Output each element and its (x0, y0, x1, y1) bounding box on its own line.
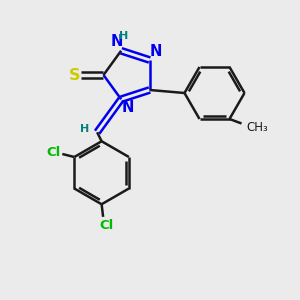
Text: N: N (122, 100, 134, 115)
Text: H: H (119, 31, 128, 41)
Text: Cl: Cl (46, 146, 61, 159)
Text: N: N (149, 44, 162, 59)
Text: CH₃: CH₃ (247, 121, 268, 134)
Text: H: H (80, 124, 90, 134)
Text: N: N (110, 34, 123, 49)
Text: Cl: Cl (99, 219, 113, 232)
Text: S: S (69, 68, 81, 82)
